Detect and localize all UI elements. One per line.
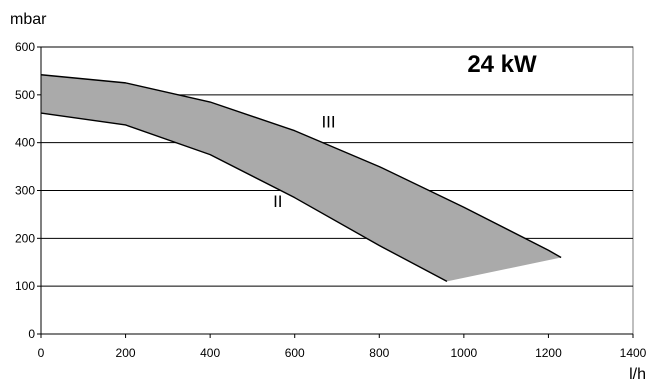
y-tick-label-0: 0 xyxy=(28,327,35,341)
x-tick-label-1000: 1000 xyxy=(451,346,478,360)
chart-title: 24 kW xyxy=(467,51,537,78)
x-tick-label-800: 800 xyxy=(369,346,389,360)
x-axis-label: l/h xyxy=(629,366,646,381)
y-tick-label-300: 300 xyxy=(15,184,35,198)
y-tick-label-100: 100 xyxy=(15,279,35,293)
y-tick-label-500: 500 xyxy=(15,88,35,102)
y-tick-label-200: 200 xyxy=(15,231,35,245)
x-tick-label-600: 600 xyxy=(285,346,305,360)
y-axis-label: mbar xyxy=(10,11,47,28)
y-tick-label-400: 400 xyxy=(15,136,35,150)
x-tick-label-400: 400 xyxy=(200,346,220,360)
y-tick-label-600: 600 xyxy=(15,40,35,54)
curve-label-ii: II xyxy=(273,192,282,211)
x-tick-label-0: 0 xyxy=(38,346,45,360)
x-tick-label-200: 200 xyxy=(116,346,136,360)
x-tick-label-1400: 1400 xyxy=(620,346,647,360)
curve-label-iii: III xyxy=(321,112,335,131)
x-tick-label-1200: 1200 xyxy=(535,346,562,360)
